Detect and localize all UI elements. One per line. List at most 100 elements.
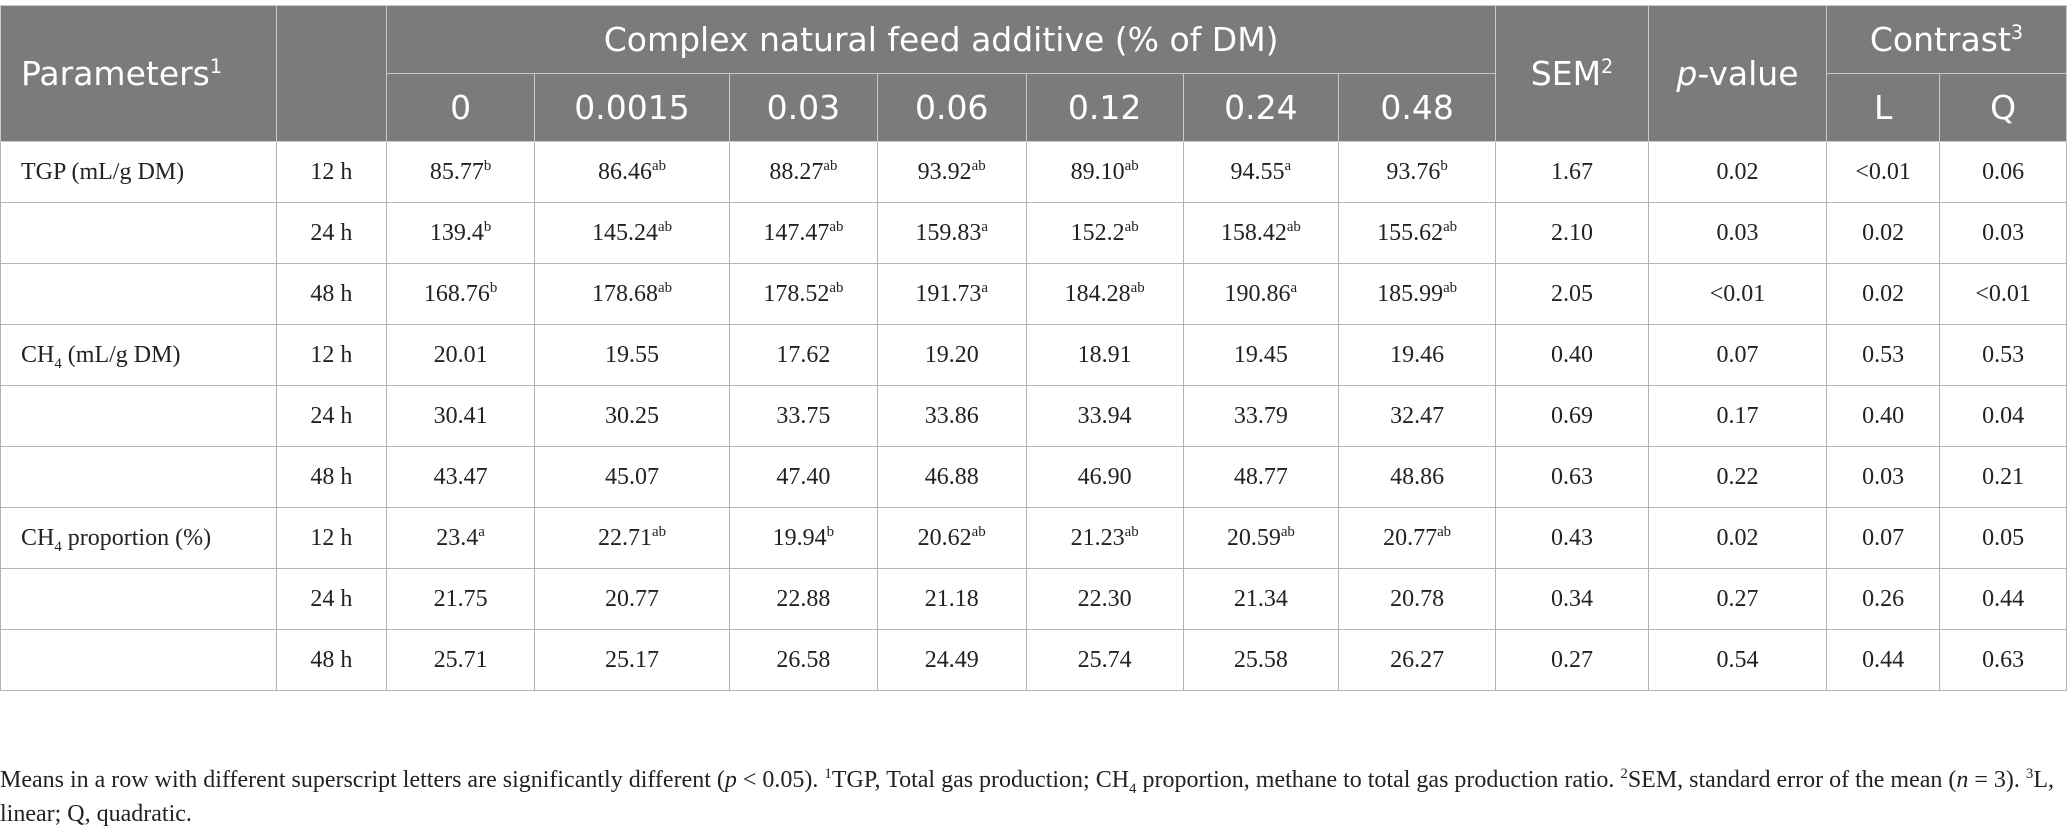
time-cell: 24 h	[275, 202, 388, 264]
parameter-subscript: 4	[54, 538, 62, 555]
sem-cell: 2.10	[1495, 202, 1649, 264]
value-cell: 191.73a	[876, 263, 1027, 325]
value-cell: 22.71ab	[533, 507, 731, 569]
table-row: 48 h 25.71 25.17 26.58 24.49 25.74 25.58 26.27 0…	[0, 629, 2067, 691]
mean-value: 94.55	[1230, 158, 1285, 185]
significance-letter: ab	[829, 218, 844, 235]
mean-value: 46.88	[924, 463, 979, 490]
significance-letter: ab	[1124, 218, 1139, 235]
value-cell: 139.4b	[386, 202, 535, 264]
parameter-cell: TGP (mL/g DM)	[0, 141, 277, 203]
value-cell: 190.86a	[1182, 263, 1340, 325]
mean-value: 145.24	[591, 219, 658, 246]
mean-value: 26.27	[1390, 646, 1445, 673]
significance-letter: ab	[1124, 523, 1139, 540]
value-cell: 17.62	[729, 324, 878, 386]
table-header: Parameters1 Complex natural feed additiv…	[0, 5, 2067, 142]
linear-cell: 0.02	[1825, 263, 1941, 325]
sem-header: SEM2	[1495, 5, 1649, 142]
value-cell: 32.47	[1338, 385, 1497, 447]
mean-value: 21.18	[924, 585, 979, 612]
additive-group-header: Complex natural feed additive (% of DM)	[386, 5, 1497, 74]
sem-cell: 0.63	[1495, 446, 1649, 508]
linear-cell: <0.01	[1825, 141, 1941, 203]
mean-value: 48.86	[1390, 463, 1445, 490]
parameter-cell	[0, 385, 277, 447]
mean-value: 155.62	[1377, 219, 1444, 246]
quadratic-cell: 0.06	[1939, 141, 2067, 203]
value-cell: 48.86	[1338, 446, 1497, 508]
value-cell: 25.71	[386, 629, 535, 691]
level-header: 0	[386, 73, 535, 142]
mean-value: 20.01	[433, 341, 488, 368]
mean-value: 19.20	[924, 341, 979, 368]
value-cell: 145.24ab	[533, 202, 731, 264]
mean-value: 17.62	[776, 341, 831, 368]
parameter-cell: CH4 (mL/g DM)	[0, 324, 277, 386]
value-cell: 30.41	[386, 385, 535, 447]
time-header	[275, 5, 388, 142]
value-cell: 26.58	[729, 629, 878, 691]
contrast-header: Contrast3	[1825, 5, 2067, 74]
quadratic-cell: <0.01	[1939, 263, 2067, 325]
significance-letter: ab	[823, 157, 838, 174]
time-cell: 12 h	[275, 324, 388, 386]
mean-value: 178.52	[763, 280, 830, 307]
quadratic-cell: 0.53	[1939, 324, 2067, 386]
significance-letter: ab	[971, 157, 986, 174]
level-header: 0.24	[1182, 73, 1340, 142]
value-cell: 33.86	[876, 385, 1027, 447]
level-header: 0.0015	[533, 73, 731, 142]
value-cell: 20.77ab	[1338, 507, 1497, 569]
mean-value: 25.58	[1233, 646, 1288, 673]
value-cell: 21.23ab	[1025, 507, 1184, 569]
pvalue-cell: 0.07	[1647, 324, 1827, 386]
mean-value: 25.71	[433, 646, 488, 673]
time-cell: 12 h	[275, 141, 388, 203]
value-cell: 93.92ab	[876, 141, 1027, 203]
mean-value: 168.76	[423, 280, 490, 307]
quadratic-header: Q	[1939, 73, 2067, 142]
mean-value: 22.71	[597, 524, 652, 551]
time-cell: 48 h	[275, 629, 388, 691]
value-cell: 89.10ab	[1025, 141, 1184, 203]
significance-letter: ab	[651, 523, 667, 540]
value-cell: 22.30	[1025, 568, 1184, 630]
mean-value: 19.94	[772, 524, 827, 551]
mean-value: 184.28	[1064, 280, 1131, 307]
mean-value: 45.07	[605, 463, 659, 490]
significance-letter: ab	[1124, 157, 1139, 174]
quadratic-cell: 0.21	[1939, 446, 2067, 508]
value-cell: 85.77b	[386, 141, 535, 203]
mean-value: 20.59	[1226, 524, 1281, 551]
table-row: 48 h 168.76b 178.68ab 178.52ab 191.73a 184.28…	[0, 263, 2067, 325]
mean-value: 18.91	[1077, 341, 1132, 368]
parameter-label: proportion (%)	[61, 524, 212, 551]
table-row: TGP (mL/g DM) 12 h 85.77b 86.46ab 88.27ab 93.…	[0, 141, 2067, 203]
parameter-label: (mL/g DM)	[61, 341, 181, 368]
parameter-cell	[0, 263, 277, 325]
mean-value: 178.68	[591, 280, 658, 307]
sem-cell: 0.34	[1495, 568, 1649, 630]
sem-cell: 2.05	[1495, 263, 1649, 325]
value-cell: 184.28ab	[1025, 263, 1184, 325]
significance-letter: ab	[657, 218, 673, 235]
mean-value: 93.76	[1386, 158, 1441, 185]
value-cell: 19.46	[1338, 324, 1497, 386]
mean-value: 33.94	[1077, 402, 1132, 429]
significance-letter: ab	[657, 279, 673, 296]
value-cell: 147.47ab	[729, 202, 878, 264]
value-cell: 33.79	[1182, 385, 1340, 447]
mean-value: 22.88	[776, 585, 831, 612]
value-cell: 33.75	[729, 385, 878, 447]
value-cell: 152.2ab	[1025, 202, 1184, 264]
mean-value: 152.2	[1070, 219, 1125, 246]
value-cell: 46.90	[1025, 446, 1184, 508]
level-header: 0.12	[1025, 73, 1184, 142]
parameter-label: CH	[21, 524, 55, 551]
parameter-label: TGP (mL/g DM)	[21, 158, 185, 185]
mean-value: 20.78	[1390, 585, 1445, 612]
value-cell: 178.68ab	[533, 263, 731, 325]
significance-letter: ab	[1443, 218, 1458, 235]
mean-value: 88.27	[769, 158, 824, 185]
